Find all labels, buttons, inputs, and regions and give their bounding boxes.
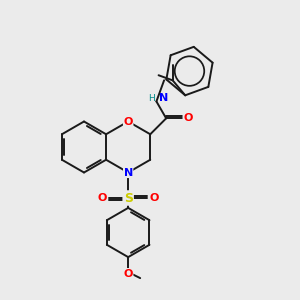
- Text: N: N: [159, 94, 169, 103]
- Text: O: O: [98, 193, 107, 203]
- Text: O: O: [183, 113, 192, 123]
- Text: O: O: [150, 193, 159, 203]
- Text: O: O: [124, 116, 133, 127]
- Text: N: N: [124, 167, 133, 178]
- Text: S: S: [124, 191, 133, 205]
- Text: H: H: [148, 94, 155, 103]
- Text: O: O: [124, 268, 133, 279]
